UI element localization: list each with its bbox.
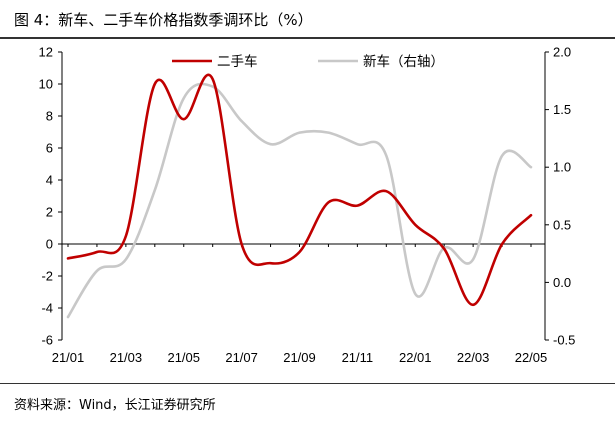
data-point-used-car xyxy=(154,83,156,85)
figure-title: 图 4：新车、二手车价格指数季调环比（%） xyxy=(14,11,313,29)
data-point-used-car xyxy=(182,118,185,120)
right-tick-label: 0.5 xyxy=(553,217,571,232)
left-y-axis: -6 -4 -2 0 2 4 6 8 10 12 xyxy=(39,45,63,348)
left-tick-label: 6 xyxy=(46,141,53,156)
left-tick-label: -4 xyxy=(41,301,53,316)
data-point-used-car xyxy=(356,204,359,207)
data-point-new-car xyxy=(125,258,127,261)
left-tick-label: 8 xyxy=(46,109,53,124)
data-point-used-car xyxy=(385,190,388,192)
right-tick-label: 1.5 xyxy=(553,102,571,117)
x-tick-label: 21/01 xyxy=(52,350,85,365)
x-axis: 21/01 21/03 21/05 21/07 21/09 21/11 22/01 22/03… xyxy=(52,243,548,365)
x-tick-label: 21/09 xyxy=(283,350,316,365)
series-line-used-car xyxy=(66,73,533,307)
data-point-used-car xyxy=(472,304,474,306)
data-point-used-car xyxy=(211,78,214,80)
data-point-new-car xyxy=(182,97,185,99)
left-tick-label: 0 xyxy=(46,237,53,252)
x-tick-label: 22/05 xyxy=(515,350,548,365)
data-point-used-car xyxy=(327,201,330,204)
right-tick-label: 2.0 xyxy=(553,45,571,60)
data-point-new-car xyxy=(154,189,156,192)
left-tick-label: 10 xyxy=(39,77,53,92)
data-point-used-car xyxy=(96,251,98,253)
data-point-new-car xyxy=(298,131,301,134)
x-tick-label: 21/05 xyxy=(167,350,200,365)
right-tick-label: 0.0 xyxy=(553,275,571,290)
series-line-new-car xyxy=(66,82,533,319)
data-point-used-car xyxy=(125,235,127,237)
data-point-new-car xyxy=(501,154,503,157)
data-point-new-car xyxy=(211,85,214,88)
left-tick-label: 4 xyxy=(46,173,53,188)
x-tick-label: 21/07 xyxy=(225,350,258,365)
data-point-used-car xyxy=(530,214,532,216)
data-point-used-car xyxy=(443,248,445,250)
data-point-new-car xyxy=(327,131,330,134)
left-tick-label: 12 xyxy=(39,45,53,60)
data-point-new-car xyxy=(385,154,388,157)
data-point-used-car xyxy=(269,262,272,264)
legend-label-used-car: 二手车 xyxy=(217,53,258,70)
series-layer xyxy=(66,73,533,319)
right-y-axis: -0.5 0.0 0.5 1.0 1.5 2.0 xyxy=(544,45,575,348)
footer-divider xyxy=(0,383,615,384)
data-point-used-car xyxy=(298,251,301,253)
data-point-new-car xyxy=(240,120,243,122)
x-tick-label: 21/03 xyxy=(110,350,143,365)
data-point-new-car xyxy=(67,316,69,318)
data-point-new-car xyxy=(269,143,272,145)
data-point-new-car xyxy=(472,258,474,261)
left-tick-label: -6 xyxy=(41,333,53,348)
legend-label-new-car: 新车（右轴） xyxy=(363,53,444,70)
data-point-used-car xyxy=(501,243,503,245)
title-divider xyxy=(0,37,615,39)
data-point-new-car xyxy=(356,143,359,145)
data-point-used-car xyxy=(240,243,243,245)
data-point-new-car xyxy=(530,166,532,168)
data-point-new-car xyxy=(96,270,98,272)
line-chart: -6 -4 -2 0 2 4 6 8 10 12 -0.5 0.0 0.5 1.0 1.5 2.0 21/0… xyxy=(39,45,576,366)
left-tick-label: -2 xyxy=(41,269,53,284)
x-tick-label: 22/03 xyxy=(457,350,490,365)
data-point-used-car xyxy=(67,257,69,260)
right-tick-label: -0.5 xyxy=(553,333,575,348)
legend: 二手车 新车（右轴） xyxy=(172,53,444,70)
x-tick-label: 22/01 xyxy=(399,350,432,365)
source-note: 资料来源：Wind，长江证券研究所 xyxy=(14,398,216,413)
left-tick-label: 2 xyxy=(46,205,53,220)
data-point-used-car xyxy=(414,224,417,226)
data-point-new-car xyxy=(414,293,417,295)
right-tick-label: 1.0 xyxy=(553,160,571,175)
x-tick-label: 21/11 xyxy=(342,350,374,365)
